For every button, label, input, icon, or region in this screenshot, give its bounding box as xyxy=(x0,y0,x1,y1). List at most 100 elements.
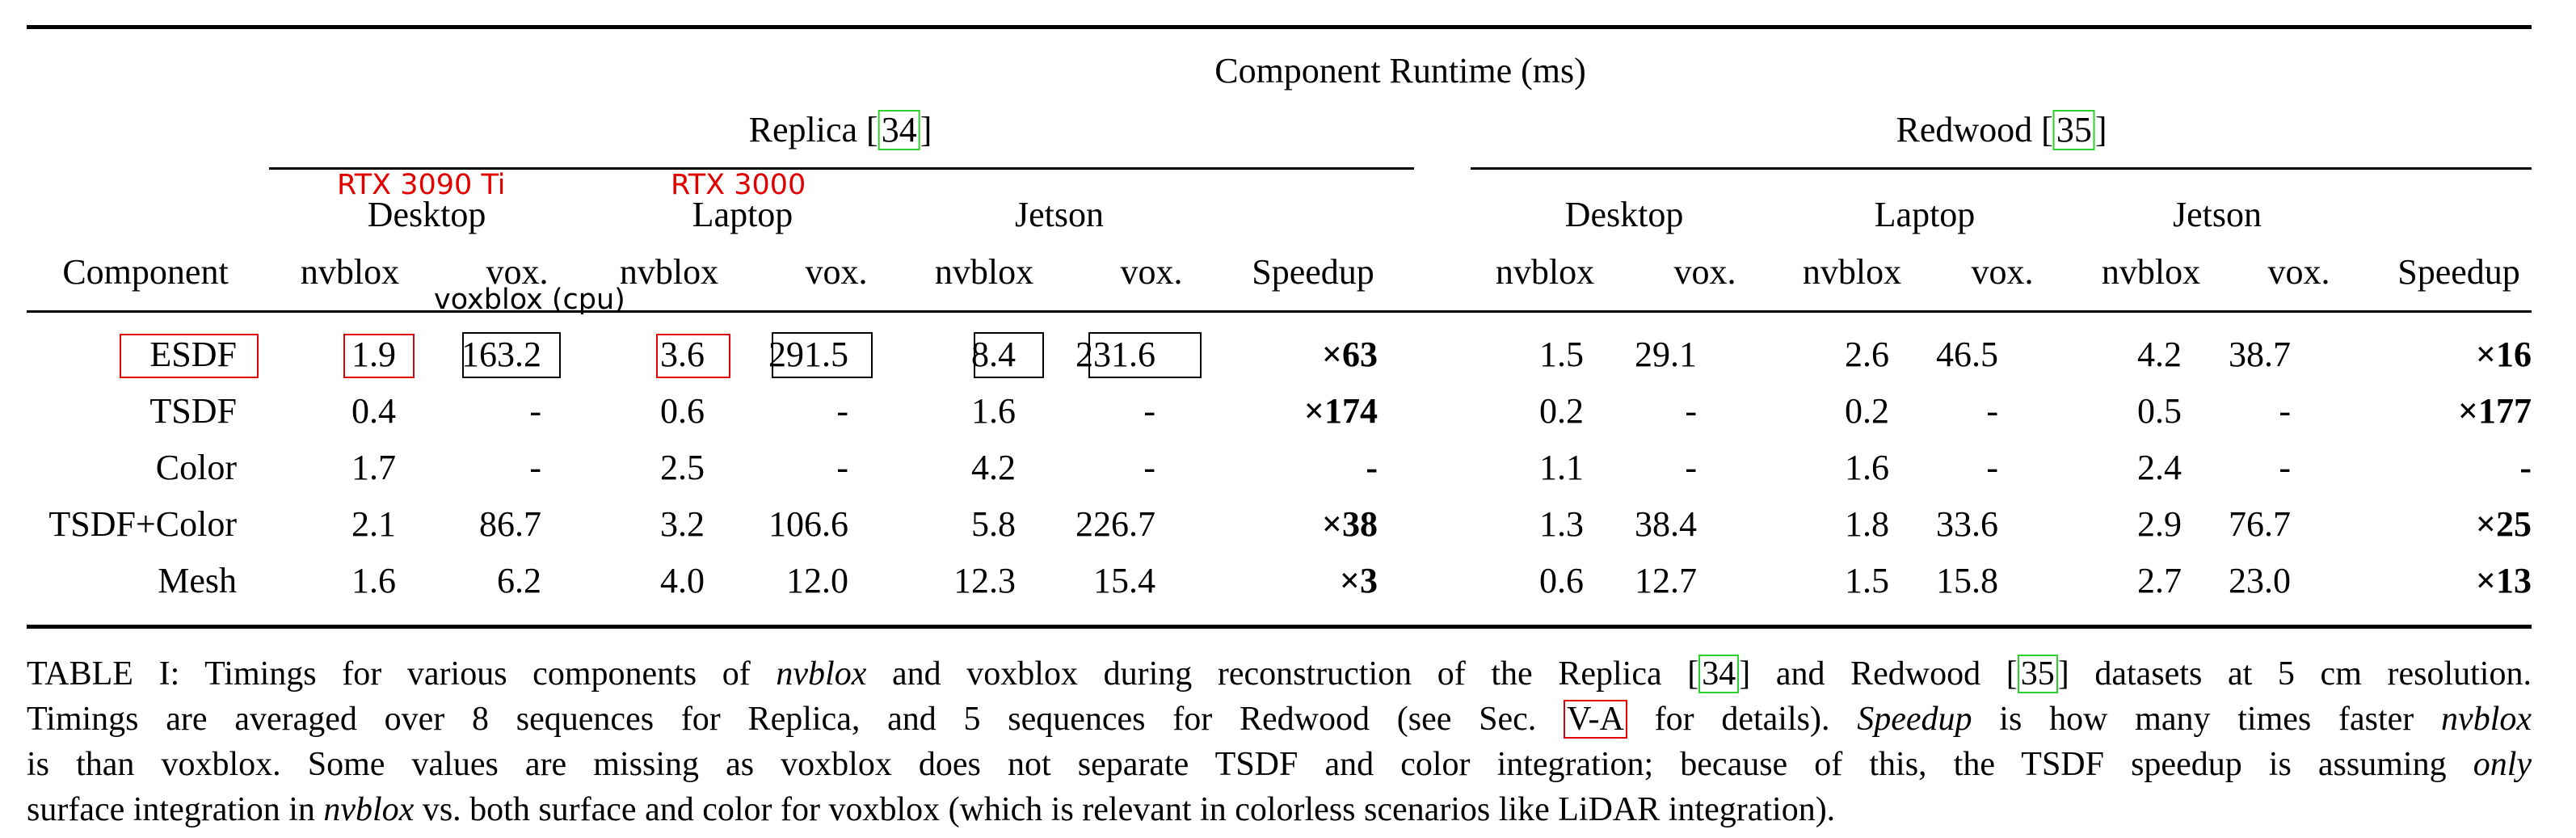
speedup-cell: ×174 xyxy=(1303,391,1378,431)
table-cell: - xyxy=(2279,391,2291,431)
table-cell: 1.5 xyxy=(1845,561,1889,600)
table-cell: - xyxy=(1986,391,1998,431)
device-header-laptop-replica: Laptop xyxy=(692,195,793,234)
row-label: TSDF+Color xyxy=(48,504,237,544)
table-caption: TABLE I: Timings for various components … xyxy=(27,651,2532,832)
citation-35[interactable]: 35 xyxy=(2017,655,2058,694)
annotation-desktop-gpu: RTX 3090 Ti xyxy=(337,169,506,201)
table-cell: 1.8 xyxy=(1845,504,1889,544)
highlight-box-jetson-nvblox xyxy=(974,332,1044,378)
table-cell: 76.7 xyxy=(2229,504,2291,544)
speedup-cell: ×38 xyxy=(1321,504,1378,544)
table-cell: 46.5 xyxy=(1936,335,1998,374)
col-header-nvblox: nvblox xyxy=(2101,252,2201,292)
table-cell: - xyxy=(836,448,848,487)
device-header-jetson-redwood: Jetson xyxy=(2173,195,2262,234)
table-cell: 0.6 xyxy=(660,391,705,431)
table-cell: 1.9 xyxy=(351,335,396,374)
table-cell: 0.2 xyxy=(1539,391,1584,431)
table-cell: 2.7 xyxy=(2137,561,2182,600)
table-cell: 33.6 xyxy=(1936,504,1998,544)
table-cell: 38.7 xyxy=(2229,335,2291,374)
citation-34[interactable]: 34 xyxy=(878,110,920,151)
table-cell: 2.5 xyxy=(660,448,705,487)
speedup-cell: ×25 xyxy=(2475,504,2532,544)
table-cell: 291.5 xyxy=(768,335,848,374)
table-cell: - xyxy=(1143,391,1155,431)
table-cell: - xyxy=(1986,448,1998,487)
table-cell: 1.6 xyxy=(1845,448,1889,487)
highlight-box-laptop-vox xyxy=(772,332,873,378)
table-cell: 0.4 xyxy=(351,391,396,431)
table-bottom-rule xyxy=(27,625,2532,629)
table-header-rule xyxy=(27,310,2532,313)
highlight-box-desktop-nvblox xyxy=(343,334,415,378)
annotation-laptop-gpu: RTX 3000 xyxy=(671,169,806,201)
col-header-vox: vox. xyxy=(1673,252,1736,292)
table-cell: 1.7 xyxy=(351,448,396,487)
table-cell: 0.6 xyxy=(1539,561,1584,600)
table-cell: - xyxy=(1685,448,1697,487)
speedup-cell: ×63 xyxy=(1321,335,1378,374)
table-cell: 4.2 xyxy=(2137,335,2182,374)
caption-line-3: is than voxblox. Some values are missing… xyxy=(27,746,2532,783)
row-label: TSDF xyxy=(149,391,237,431)
col-header-speedup: Speedup xyxy=(1252,252,1374,292)
table-cell: 163.2 xyxy=(461,335,541,374)
section-link-v-a[interactable]: V-A xyxy=(1564,700,1627,739)
speedup-cell: ×16 xyxy=(2475,335,2532,374)
table-cell: 231.6 xyxy=(1075,335,1155,374)
table-cell: 4.0 xyxy=(660,561,705,600)
table-cell: 1.6 xyxy=(351,561,396,600)
citation-35[interactable]: 35 xyxy=(2052,110,2095,151)
table-cell: 4.2 xyxy=(971,448,1016,487)
table-cell: 226.7 xyxy=(1075,504,1155,544)
col-header-vox: vox. xyxy=(805,252,868,292)
table-cell: 86.7 xyxy=(479,504,541,544)
device-header-desktop-redwood: Desktop xyxy=(1564,195,1684,234)
group-header-redwood: Redwood [35] xyxy=(1896,110,2107,151)
col-header-vox: vox. xyxy=(1971,252,2034,292)
caption-line-2: Timings are averaged over 8 sequences fo… xyxy=(27,700,2532,739)
caption-line-1: TABLE I: Timings for various components … xyxy=(27,655,2532,694)
group-header-replica: Replica [34] xyxy=(748,110,932,151)
citation-34[interactable]: 34 xyxy=(1698,655,1740,694)
table-cell: 106.6 xyxy=(768,504,848,544)
table-cell: 2.6 xyxy=(1845,335,1889,374)
table-cell: 15.4 xyxy=(1093,561,1155,600)
table-top-rule xyxy=(27,25,2532,29)
annotation-voxblox-cpu: voxblox (cpu) xyxy=(434,284,625,316)
speedup-cell: - xyxy=(2519,448,2532,487)
col-header-component: Component xyxy=(62,252,229,292)
speedup-cell: ×3 xyxy=(1339,561,1378,600)
table-cell: - xyxy=(1685,391,1697,431)
col-header-nvblox: nvblox xyxy=(1802,252,1902,292)
table-cell: 3.6 xyxy=(660,335,705,374)
table-cell: - xyxy=(529,448,541,487)
super-header: Component Runtime (ms) xyxy=(1214,51,1586,91)
redwood-group-rule xyxy=(1471,167,2532,170)
speedup-cell: ×13 xyxy=(2475,561,2532,600)
device-header-laptop-redwood: Laptop xyxy=(1874,195,1976,234)
replica-group-rule xyxy=(269,167,1414,170)
row-label: ESDF xyxy=(149,335,237,374)
table-cell: 2.1 xyxy=(351,504,396,544)
highlight-box-esdf xyxy=(120,334,259,378)
highlight-box-desktop-vox xyxy=(462,332,561,378)
table-cell: 1.1 xyxy=(1539,448,1584,487)
table-cell: 3.2 xyxy=(660,504,705,544)
col-header-nvblox: nvblox xyxy=(300,252,400,292)
table-cell: 2.9 xyxy=(2137,504,2182,544)
col-header-nvblox: nvblox xyxy=(619,252,719,292)
col-header-vox: vox. xyxy=(1120,252,1183,292)
table-cell: 6.2 xyxy=(497,561,541,600)
table-cell: 1.6 xyxy=(971,391,1016,431)
device-header-jetson-replica: Jetson xyxy=(1015,195,1104,234)
table-cell: 12.3 xyxy=(953,561,1016,600)
table-cell: 1.5 xyxy=(1539,335,1584,374)
caption-line-4: surface integration in nvblox vs. both s… xyxy=(27,791,1836,828)
col-header-vox: vox. xyxy=(2267,252,2330,292)
table-cell: - xyxy=(2279,448,2291,487)
table-cell: 15.8 xyxy=(1936,561,1998,600)
col-header-nvblox: nvblox xyxy=(934,252,1034,292)
